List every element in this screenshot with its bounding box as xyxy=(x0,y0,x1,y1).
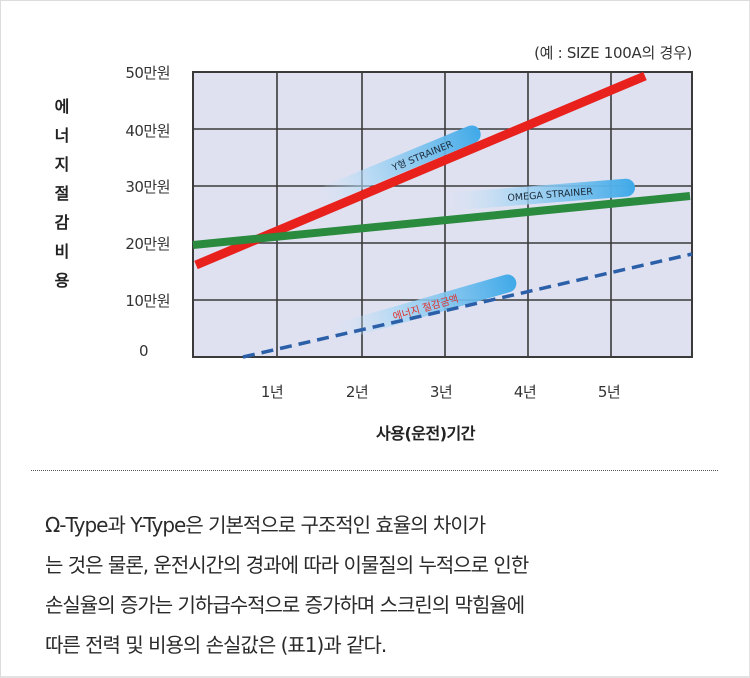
y-tick-label: 30만원 xyxy=(125,178,170,196)
separator-dotted xyxy=(31,470,718,471)
paragraph-line: 따른 전력 및 비용의 손실값은 (표1)과 같다. xyxy=(45,633,387,657)
y-axis-label-char: 에 xyxy=(54,97,70,116)
paragraph-line: Ω-Type과 Y-Type은 기본적으로 구조적인 효율의 차이가 xyxy=(45,513,486,537)
y-tick-label: 50만원 xyxy=(125,64,170,82)
y-axis-label-char: 비 xyxy=(54,242,70,261)
y-axis-label-char: 절 xyxy=(54,184,70,203)
y-tick-label: 20만원 xyxy=(125,235,170,253)
series-line-omega-strainer xyxy=(192,192,691,249)
y-axis-label-char: 너 xyxy=(54,126,70,145)
y-tick-label: 0 xyxy=(138,342,149,360)
x-tick-label: 1년 xyxy=(260,383,284,401)
y-axis-label-char: 감 xyxy=(54,213,70,232)
omega-strainer-label-bubble: OMEGA STRAINER xyxy=(445,178,636,211)
series-line-energy-saving xyxy=(242,252,693,359)
y-tick-label: 10만원 xyxy=(125,292,170,310)
y-axis-label: 에 너 지 절 감 비 용 xyxy=(52,92,72,295)
x-tick-label: 5년 xyxy=(597,383,621,401)
y-axis-label-char: 용 xyxy=(54,271,70,290)
y-tick-label: 40만원 xyxy=(125,122,170,140)
y-axis-label-char: 지 xyxy=(54,155,70,174)
x-axis-label: 사용(운전)기간 xyxy=(376,424,475,443)
paragraph-line: 는 것은 물론, 운전시간의 경과에 따라 이물질의 누적으로 인한 xyxy=(45,553,529,577)
plot-background xyxy=(193,72,692,357)
chart-note: (예 : SIZE 100A의 경우) xyxy=(534,44,692,62)
paragraph-line: 손실율의 증가는 기하급수적으로 증가하며 스크린의 막힘율에 xyxy=(45,593,525,617)
x-tick-label: 4년 xyxy=(513,383,537,401)
x-tick-label: 3년 xyxy=(429,383,453,401)
x-tick-label: 2년 xyxy=(345,383,369,401)
description-paragraph: Ω-Type과 Y-Type은 기본적으로 구조적인 효율의 차이가 는 것은 … xyxy=(45,505,725,665)
chart-plot: Y형 STRAINER OMEGA STRAINER 에너지 절감금액 xyxy=(192,71,693,359)
